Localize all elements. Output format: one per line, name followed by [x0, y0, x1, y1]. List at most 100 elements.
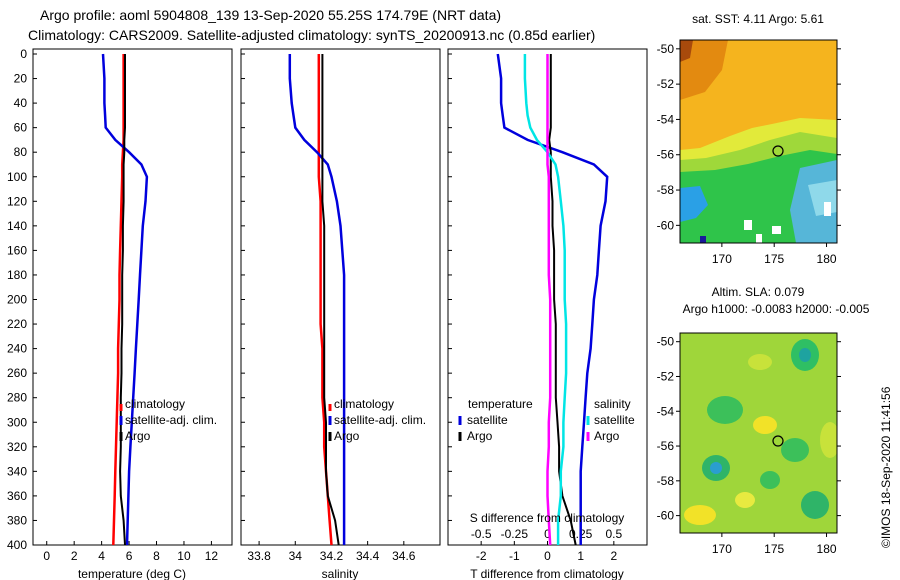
sla-eddy [753, 416, 777, 434]
series-line-salinity-argo [546, 54, 552, 546]
sla-eddy [748, 354, 772, 370]
legend-label-salinity-argo: Argo [594, 429, 620, 443]
t-difference-axis-label: T difference from climatology [470, 567, 624, 580]
depth-tick-label: 60 [14, 121, 28, 135]
sst-region-hottest [680, 40, 693, 62]
s-difference-axis-label: S difference from climatology [470, 511, 625, 525]
x-tick-label: 0 [544, 549, 551, 563]
argo-location-marker [772, 145, 784, 157]
sla-eddy-core [710, 462, 722, 474]
x-tick-label: 34.6 [392, 549, 416, 563]
sla-map-title: Altim. SLA: 0.079 [712, 285, 805, 299]
legend-label-salinity-satellite: satellite [594, 413, 635, 427]
sla-eddy [781, 438, 809, 462]
x-tick-label: 12 [205, 549, 219, 563]
depth-tick-label: 180 [7, 268, 27, 282]
x-tick-label: 10 [177, 549, 191, 563]
x2-tick-label: -0.5 [471, 527, 492, 541]
map-y-tick-label: -56 [657, 439, 675, 453]
series-line-salinity-satellite [523, 54, 568, 545]
depth-tick-label: 360 [7, 489, 27, 503]
x-tick-label: 34.4 [356, 549, 380, 563]
sla-eddy [684, 505, 716, 525]
sla-map-subtitle: Argo h1000: -0.0083 h2000: -0.005 [683, 302, 870, 316]
argo-location-marker [772, 435, 784, 447]
map-x-tick-label: 175 [764, 542, 784, 556]
depth-tick-label: 0 [20, 47, 27, 61]
sla-eddy [760, 471, 780, 489]
temperature-axis-label: temperature (deg C) [78, 567, 186, 580]
map-x-tick-label: 175 [764, 252, 784, 266]
map-x-tick-label: 180 [817, 542, 837, 556]
map-y-tick-label: -52 [657, 369, 675, 383]
legend-label-argo: Argo [125, 429, 151, 443]
legend-label-satellite: satellite-adj. clim. [125, 413, 217, 427]
header-title-line1: Argo profile: aoml 5904808_139 13-Sep-20… [40, 7, 501, 23]
temperature-panel-frame [32, 48, 233, 546]
salinity-panel-frame [240, 48, 441, 546]
temperature-panel: 0 2 4 6 8 10 12 [33, 53, 219, 563]
map-x-tick-label: 170 [712, 542, 732, 556]
depth-tick-label: 400 [7, 538, 27, 552]
depth-tick-label: 300 [7, 415, 27, 429]
map-y-tick-label: -50 [657, 42, 675, 56]
sst-map-frame [679, 39, 838, 244]
map-x-tick-label: 170 [712, 252, 732, 266]
salinity-legend: climatology satellite-adj. clim. Argo [328, 397, 426, 443]
sst-cloud-mask [824, 202, 831, 216]
series-line-satellite-adj-clim- [101, 53, 149, 546]
sla-map-axes: -50 -52 -54 -56 -58 -60 170 175 180 [657, 335, 841, 556]
map-y-tick-label: -54 [657, 112, 675, 126]
series-line-argo [119, 54, 126, 546]
map-y-tick-label: -52 [657, 77, 675, 91]
sst-cloud-mask [744, 220, 752, 230]
sst-cloud-mask [756, 234, 762, 243]
depth-tick-label: 220 [7, 317, 27, 331]
salinity-axis-label: salinity [322, 567, 359, 580]
legend-label-climatology: climatology [334, 397, 394, 411]
x-tick-label: 34 [289, 549, 303, 563]
legend-title-salinity: salinity [594, 397, 631, 411]
legend-label-argo: Argo [334, 429, 360, 443]
sla-eddy-core [799, 348, 811, 362]
map-y-tick-label: -58 [657, 474, 675, 488]
depth-axis: 0 20 40 60 80 100 120 140 160 180 200 220 240 260 280 3… [7, 47, 27, 552]
x-tick-label: 34.2 [320, 549, 344, 563]
map-y-tick-label: -50 [657, 335, 675, 349]
map-y-tick-label: -56 [657, 148, 675, 162]
x-tick-label: 6 [126, 549, 133, 563]
legend-label-satellite: satellite-adj. clim. [334, 413, 426, 427]
series-line-climatology [112, 54, 125, 546]
sst-region-hot [680, 40, 728, 100]
depth-tick-label: 80 [14, 145, 28, 159]
depth-tick-label: 100 [7, 170, 27, 184]
legend-title-temperature: temperature [468, 397, 533, 411]
sst-map [680, 40, 837, 243]
depth-tick-label: 120 [7, 194, 27, 208]
x-tick-label: 1 [577, 549, 584, 563]
credit-timestamp: ©IMOS 18-Sep-2020 11:41:56 [879, 386, 893, 548]
legend-label-temperature-satellite: satellite [467, 413, 508, 427]
map-y-tick-label: -58 [657, 183, 675, 197]
header-title-line2: Climatology: CARS2009. Satellite-adjuste… [28, 27, 595, 43]
series-line-temperature-satellite [496, 53, 609, 545]
map-y-tick-label: -60 [657, 218, 675, 232]
depth-tick-label: 260 [7, 366, 27, 380]
x2-tick-label: -0.25 [501, 527, 529, 541]
depth-tick-label: 340 [7, 464, 27, 478]
sla-eddy [707, 396, 743, 424]
depth-tick-label: 20 [14, 72, 28, 86]
depth-tick-label: 200 [7, 293, 27, 307]
sst-map-axes: -50 -52 -54 -56 -58 -60 170 175 180 [657, 42, 841, 266]
map-x-tick-label: 180 [817, 252, 837, 266]
series-line-temperature-argo [548, 54, 577, 546]
depth-tick-label: 140 [7, 219, 27, 233]
sst-region-colder-west [680, 186, 708, 222]
x-tick-label: 2 [71, 549, 78, 563]
difference-legend: temperature satellite Argo salinity sate… [458, 397, 635, 443]
temperature-legend: climatology satellite-adj. clim. Argo [119, 397, 217, 443]
sla-eddy [735, 492, 755, 508]
x2-tick-label: 0.5 [605, 527, 622, 541]
salinity-panel: 33.8 34 34.2 34.4 34.6 [241, 53, 416, 563]
